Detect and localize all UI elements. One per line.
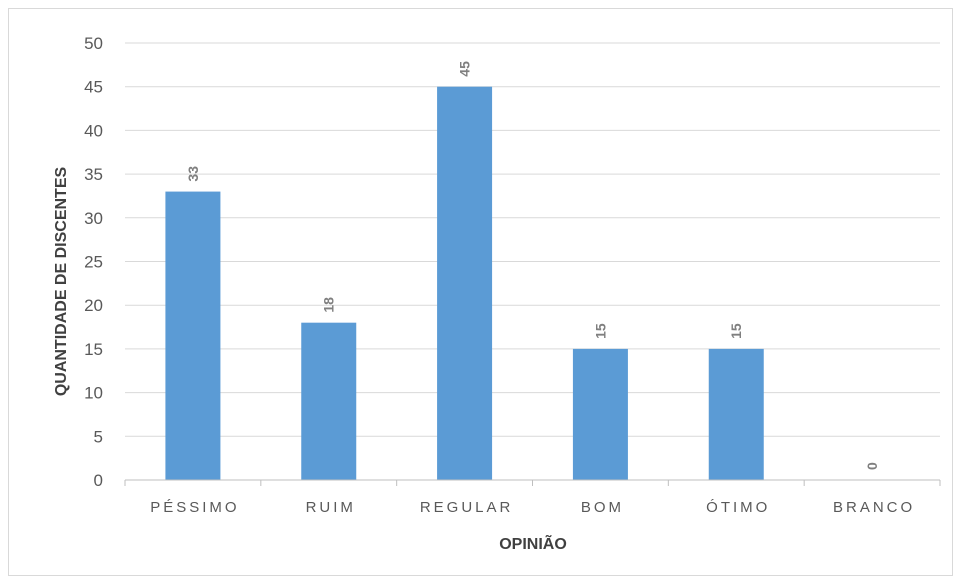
data-label: 18 [321, 297, 337, 313]
data-labels: 33 18 45 15 15 0 [185, 61, 880, 470]
y-tick-label: 45 [84, 78, 103, 97]
x-tick-label: BRANCO [833, 499, 915, 516]
x-axis-title: OPINIÃO [499, 533, 567, 553]
y-tick-label: 10 [84, 384, 103, 403]
y-tick-label: 15 [84, 340, 103, 359]
y-tick-label: 5 [94, 427, 103, 446]
x-tick-label: ÓTIMO [706, 499, 770, 516]
y-tick-label: 40 [84, 121, 103, 140]
data-label: 33 [185, 166, 201, 182]
bar [165, 191, 221, 480]
data-label: 15 [728, 323, 744, 339]
x-tick-label: PÉSSIMO [150, 499, 239, 516]
y-axis-title: QUANTIDADE DE DISCENTES [53, 167, 70, 397]
bars [165, 86, 764, 480]
bar [301, 322, 357, 480]
data-label: 45 [457, 61, 473, 77]
x-tick-label: REGULAR [420, 499, 514, 516]
x-tick-labels: PÉSSIMO RUIM REGULAR BOM ÓTIMO BRANCO [124, 480, 941, 516]
data-label: 15 [592, 323, 608, 339]
y-tick-label: 50 [84, 34, 103, 53]
gridlines [125, 42, 940, 437]
x-tick-label: RUIM [306, 499, 356, 516]
y-tick-label: 25 [84, 253, 103, 272]
bar [572, 348, 628, 480]
bar [708, 348, 764, 480]
y-tick-label: 0 [94, 471, 103, 490]
y-tick-label: 35 [84, 165, 103, 184]
bar [437, 86, 493, 480]
data-label: 0 [864, 462, 880, 470]
y-tick-label: 20 [84, 296, 103, 315]
y-tick-label: 30 [84, 209, 103, 228]
x-tick-label: BOM [581, 499, 624, 516]
y-tick-labels: 0 5 10 15 20 25 30 35 40 45 50 [84, 34, 103, 490]
